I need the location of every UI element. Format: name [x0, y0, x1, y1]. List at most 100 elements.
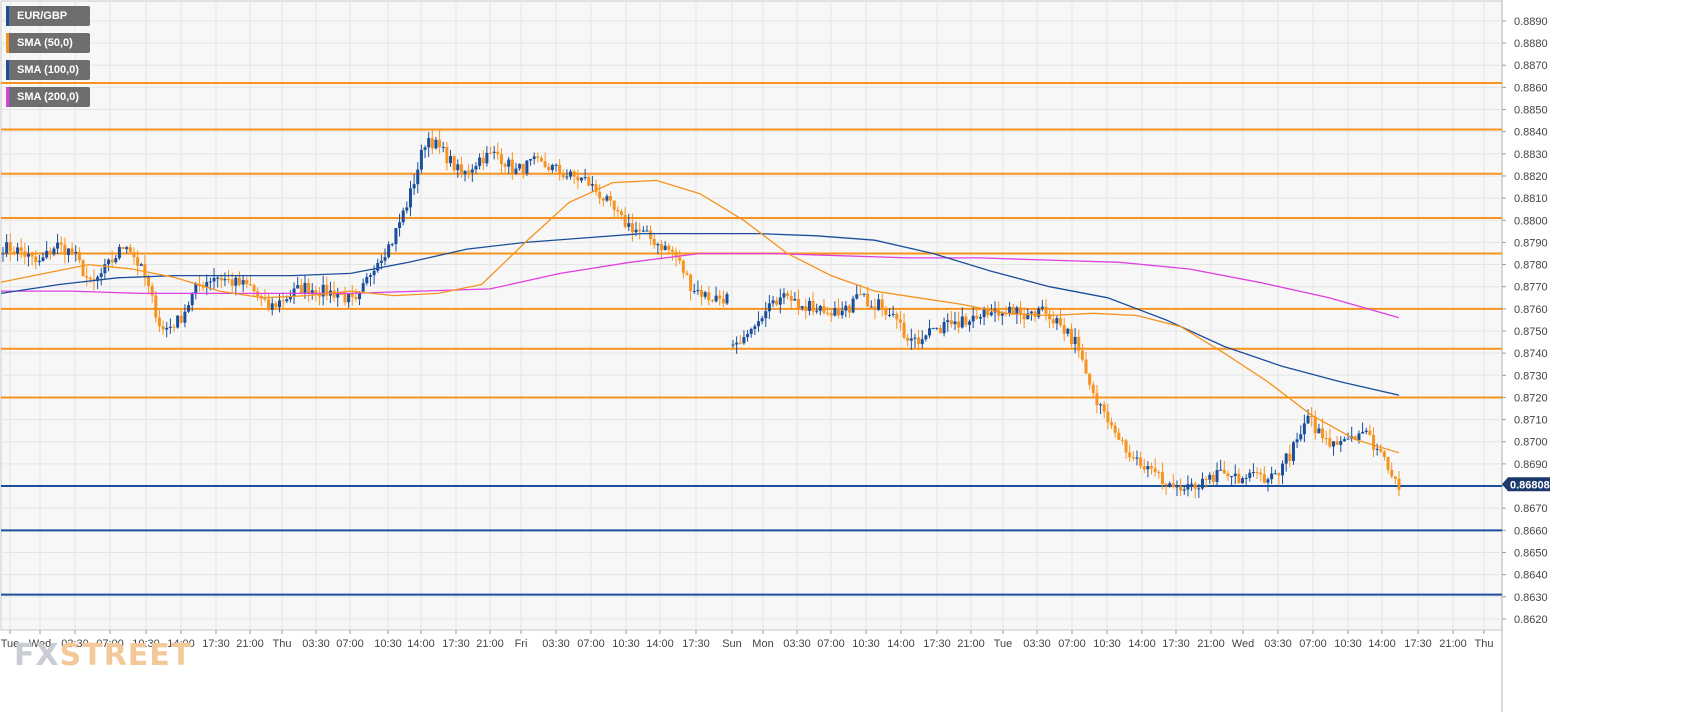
- candle-body: [325, 284, 329, 296]
- candle-body: [815, 310, 819, 312]
- candle-body: [430, 138, 434, 149]
- candle-body: [168, 326, 172, 328]
- candle-body: [721, 298, 725, 304]
- candle-body: [862, 293, 866, 295]
- candle-body: [456, 164, 460, 171]
- candle-body: [139, 264, 143, 266]
- legend-item-symbol[interactable]: EUR/GBP: [6, 6, 90, 26]
- y-tick-label: 0.8740: [1514, 348, 1548, 360]
- x-tick-label: 14:00: [1368, 638, 1396, 650]
- y-tick-label: 0.8840: [1514, 127, 1548, 139]
- legend-item-sma200[interactable]: SMA (200,0): [6, 87, 90, 107]
- candle-body: [1375, 448, 1379, 450]
- candle-body: [383, 257, 387, 261]
- candle-body: [416, 169, 420, 185]
- candle-body: [1317, 428, 1321, 434]
- plot-area: [0, 0, 1503, 631]
- candle-body: [957, 321, 961, 328]
- candle-body: [1270, 473, 1274, 480]
- candle-body: [525, 160, 529, 174]
- y-tick-label: 0.8760: [1514, 304, 1548, 316]
- x-tick-label: 14:00: [887, 638, 915, 650]
- x-tick-label: 10:30: [1093, 638, 1121, 650]
- candle-body: [833, 308, 837, 316]
- candle-body: [390, 243, 394, 245]
- candle-body: [1095, 393, 1099, 406]
- candle-body: [1230, 476, 1234, 478]
- candle-body: [572, 171, 576, 177]
- x-tick-label: 03:30: [1023, 638, 1051, 650]
- candle-body: [924, 335, 928, 340]
- candle-body: [1029, 311, 1033, 314]
- candle-body: [1088, 373, 1092, 385]
- x-tick-label: Thu: [1475, 638, 1494, 650]
- candle-body: [696, 290, 700, 292]
- candle-body: [638, 229, 642, 232]
- candle-body: [1353, 436, 1357, 440]
- x-tick-label: 03:30: [1264, 638, 1292, 650]
- candle-body: [627, 223, 631, 227]
- candle-body: [1120, 439, 1124, 441]
- x-tick-label: 07:00: [1299, 638, 1327, 650]
- candle-body: [274, 303, 278, 308]
- candle-body: [1062, 325, 1066, 334]
- candle-body: [1277, 473, 1281, 476]
- candle-body: [241, 280, 245, 285]
- candle-body: [1361, 431, 1365, 434]
- candle-body: [368, 275, 372, 277]
- legend-item-sma100[interactable]: SMA (100,0): [6, 60, 90, 80]
- candle-body: [703, 292, 707, 297]
- candle-body: [594, 184, 598, 192]
- candle-body: [187, 305, 191, 312]
- y-tick-label: 0.8640: [1514, 570, 1548, 582]
- candle-body: [1022, 314, 1026, 320]
- x-tick-label: 07:00: [577, 638, 605, 650]
- candle-body: [935, 327, 939, 329]
- x-tick-label: 03:30: [61, 638, 89, 650]
- candle-body: [561, 173, 565, 178]
- candle-body: [26, 253, 30, 257]
- x-tick-label: 21:00: [957, 638, 985, 650]
- candle-body: [1393, 476, 1397, 479]
- candle-body: [869, 306, 873, 308]
- candle-body: [1346, 438, 1350, 440]
- candle-body: [478, 157, 482, 166]
- candle-body: [434, 139, 438, 149]
- candle-body: [299, 285, 303, 294]
- candle-body: [423, 147, 427, 150]
- candle-body: [470, 169, 474, 173]
- candle-body: [448, 156, 452, 164]
- candle-body: [63, 244, 67, 256]
- candle-body: [731, 344, 735, 346]
- legend-item-sma50[interactable]: SMA (50,0): [6, 33, 90, 53]
- candle-body: [746, 334, 750, 338]
- candle-body: [361, 283, 365, 292]
- candle-body: [212, 277, 216, 282]
- x-tick-label: 03:30: [302, 638, 330, 650]
- candle-body: [1251, 472, 1255, 474]
- candle-body: [605, 196, 609, 201]
- candle-body: [543, 161, 547, 167]
- candle-body: [1291, 442, 1295, 461]
- candle-body: [710, 300, 714, 302]
- candle-body: [1310, 415, 1314, 418]
- candle-body: [601, 198, 605, 201]
- candle-body: [489, 152, 493, 154]
- candle-body: [499, 154, 503, 165]
- x-tick-label: 07:00: [96, 638, 124, 650]
- candle-body: [314, 290, 318, 295]
- candle-body: [252, 285, 256, 292]
- x-tick-label: 21:00: [236, 638, 264, 650]
- y-tick-label: 0.8880: [1514, 38, 1548, 50]
- y-tick-label: 0.8860: [1514, 82, 1548, 94]
- watermark-part-b: STREET: [59, 638, 193, 673]
- candle-body: [652, 239, 656, 246]
- candle-body: [336, 293, 340, 298]
- candle-body: [507, 159, 511, 167]
- candle-body: [1109, 422, 1113, 426]
- candle-body: [318, 294, 322, 297]
- candle-body: [771, 300, 775, 304]
- candle-body: [855, 294, 859, 299]
